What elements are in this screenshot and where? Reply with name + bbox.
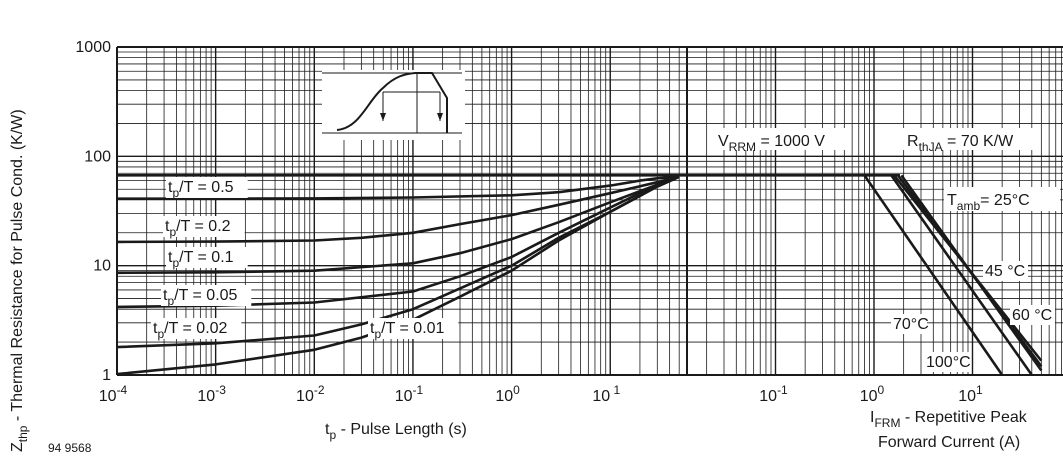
curves — [116, 174, 1043, 376]
temp-curve-2 — [893, 174, 1043, 362]
y-tick-label: 1000 — [75, 39, 111, 56]
inset-arrowhead — [437, 113, 443, 121]
label-bg — [924, 352, 969, 372]
y-tick-label: 10 — [93, 258, 111, 275]
x-tick-label: 10-3 — [197, 383, 226, 405]
label-bg — [1010, 305, 1055, 325]
series-label: tp/T = 0.05 — [163, 287, 238, 308]
pulse-waveform-inset-icon — [322, 70, 465, 140]
duty-curve-3 — [116, 175, 680, 309]
temp-series-label: 70°C — [893, 316, 929, 333]
label-bg — [714, 128, 850, 150]
x-axis-title-right-line2: Forward Current (A) — [878, 434, 1020, 451]
tamb-annotation: Tamb= 25°C — [947, 192, 1030, 213]
vrrm-annotation: VRRM = 1000 V — [718, 133, 825, 154]
x-tick-label: 10-2 — [296, 383, 325, 405]
series-label: tp/T = 0.2 — [165, 218, 231, 239]
series-label: tp/T = 0.5 — [168, 179, 234, 200]
temp-curve-3 — [890, 174, 1033, 376]
x-tick-label: 10-1 — [395, 383, 424, 405]
temp-series-label: 45 °C — [985, 263, 1025, 280]
temp-series-label: 100°C — [926, 354, 971, 371]
duty-curve-2 — [116, 175, 680, 275]
y-axis-title: Zthp - Thermal Resistance for Pulse Cond… — [9, 109, 30, 452]
rthja-annotation: RthJA = 70 K/W — [907, 133, 1014, 154]
plot-frame — [116, 46, 1063, 376]
x-tick-label: 101 — [958, 383, 983, 405]
x-tick-label: 10-1 — [759, 383, 788, 405]
y-tick-label: 1 — [102, 367, 111, 384]
label-bg — [161, 285, 252, 306]
duty-curve-5 — [116, 175, 680, 376]
label-bg — [903, 128, 1037, 150]
temp-curve-4 — [863, 174, 1004, 376]
inset-arrowhead — [380, 113, 386, 121]
label-bg — [368, 318, 459, 339]
label-bg — [151, 318, 242, 339]
inset-waveform — [336, 72, 448, 133]
duty-curve-1 — [116, 175, 680, 244]
series-label: tp/T = 0.01 — [370, 320, 445, 341]
series-label: tp/T = 0.02 — [153, 320, 228, 341]
x-tick-label: 10 1 — [592, 383, 620, 405]
label-bg — [944, 187, 1060, 211]
x-axis-title-right: IFRM - Repetitive Peak — [870, 409, 1028, 430]
temp-series-label: 60 °C — [1012, 307, 1052, 324]
label-bg — [983, 261, 1028, 281]
x-tick-label: 10-4 — [99, 383, 128, 405]
x-axis-title: tp - Pulse Length (s) — [325, 421, 467, 442]
label-bg — [166, 177, 248, 198]
label-bg — [163, 216, 245, 237]
figure-id: 94 9568 — [48, 441, 92, 455]
duty-curve-0 — [117, 175, 680, 200]
x-tick-label: 100 — [495, 383, 520, 405]
y-tick-label: 100 — [84, 148, 111, 165]
label-bg — [891, 314, 927, 334]
x-tick-label: 100 — [860, 383, 885, 405]
labels: 1 10 100 1000 10-4 10-3 10-2 10-1 100 10 1 10-1 100… — [9, 39, 1060, 452]
label-bg — [166, 247, 248, 268]
series-label: tp/T = 0.1 — [168, 249, 234, 270]
